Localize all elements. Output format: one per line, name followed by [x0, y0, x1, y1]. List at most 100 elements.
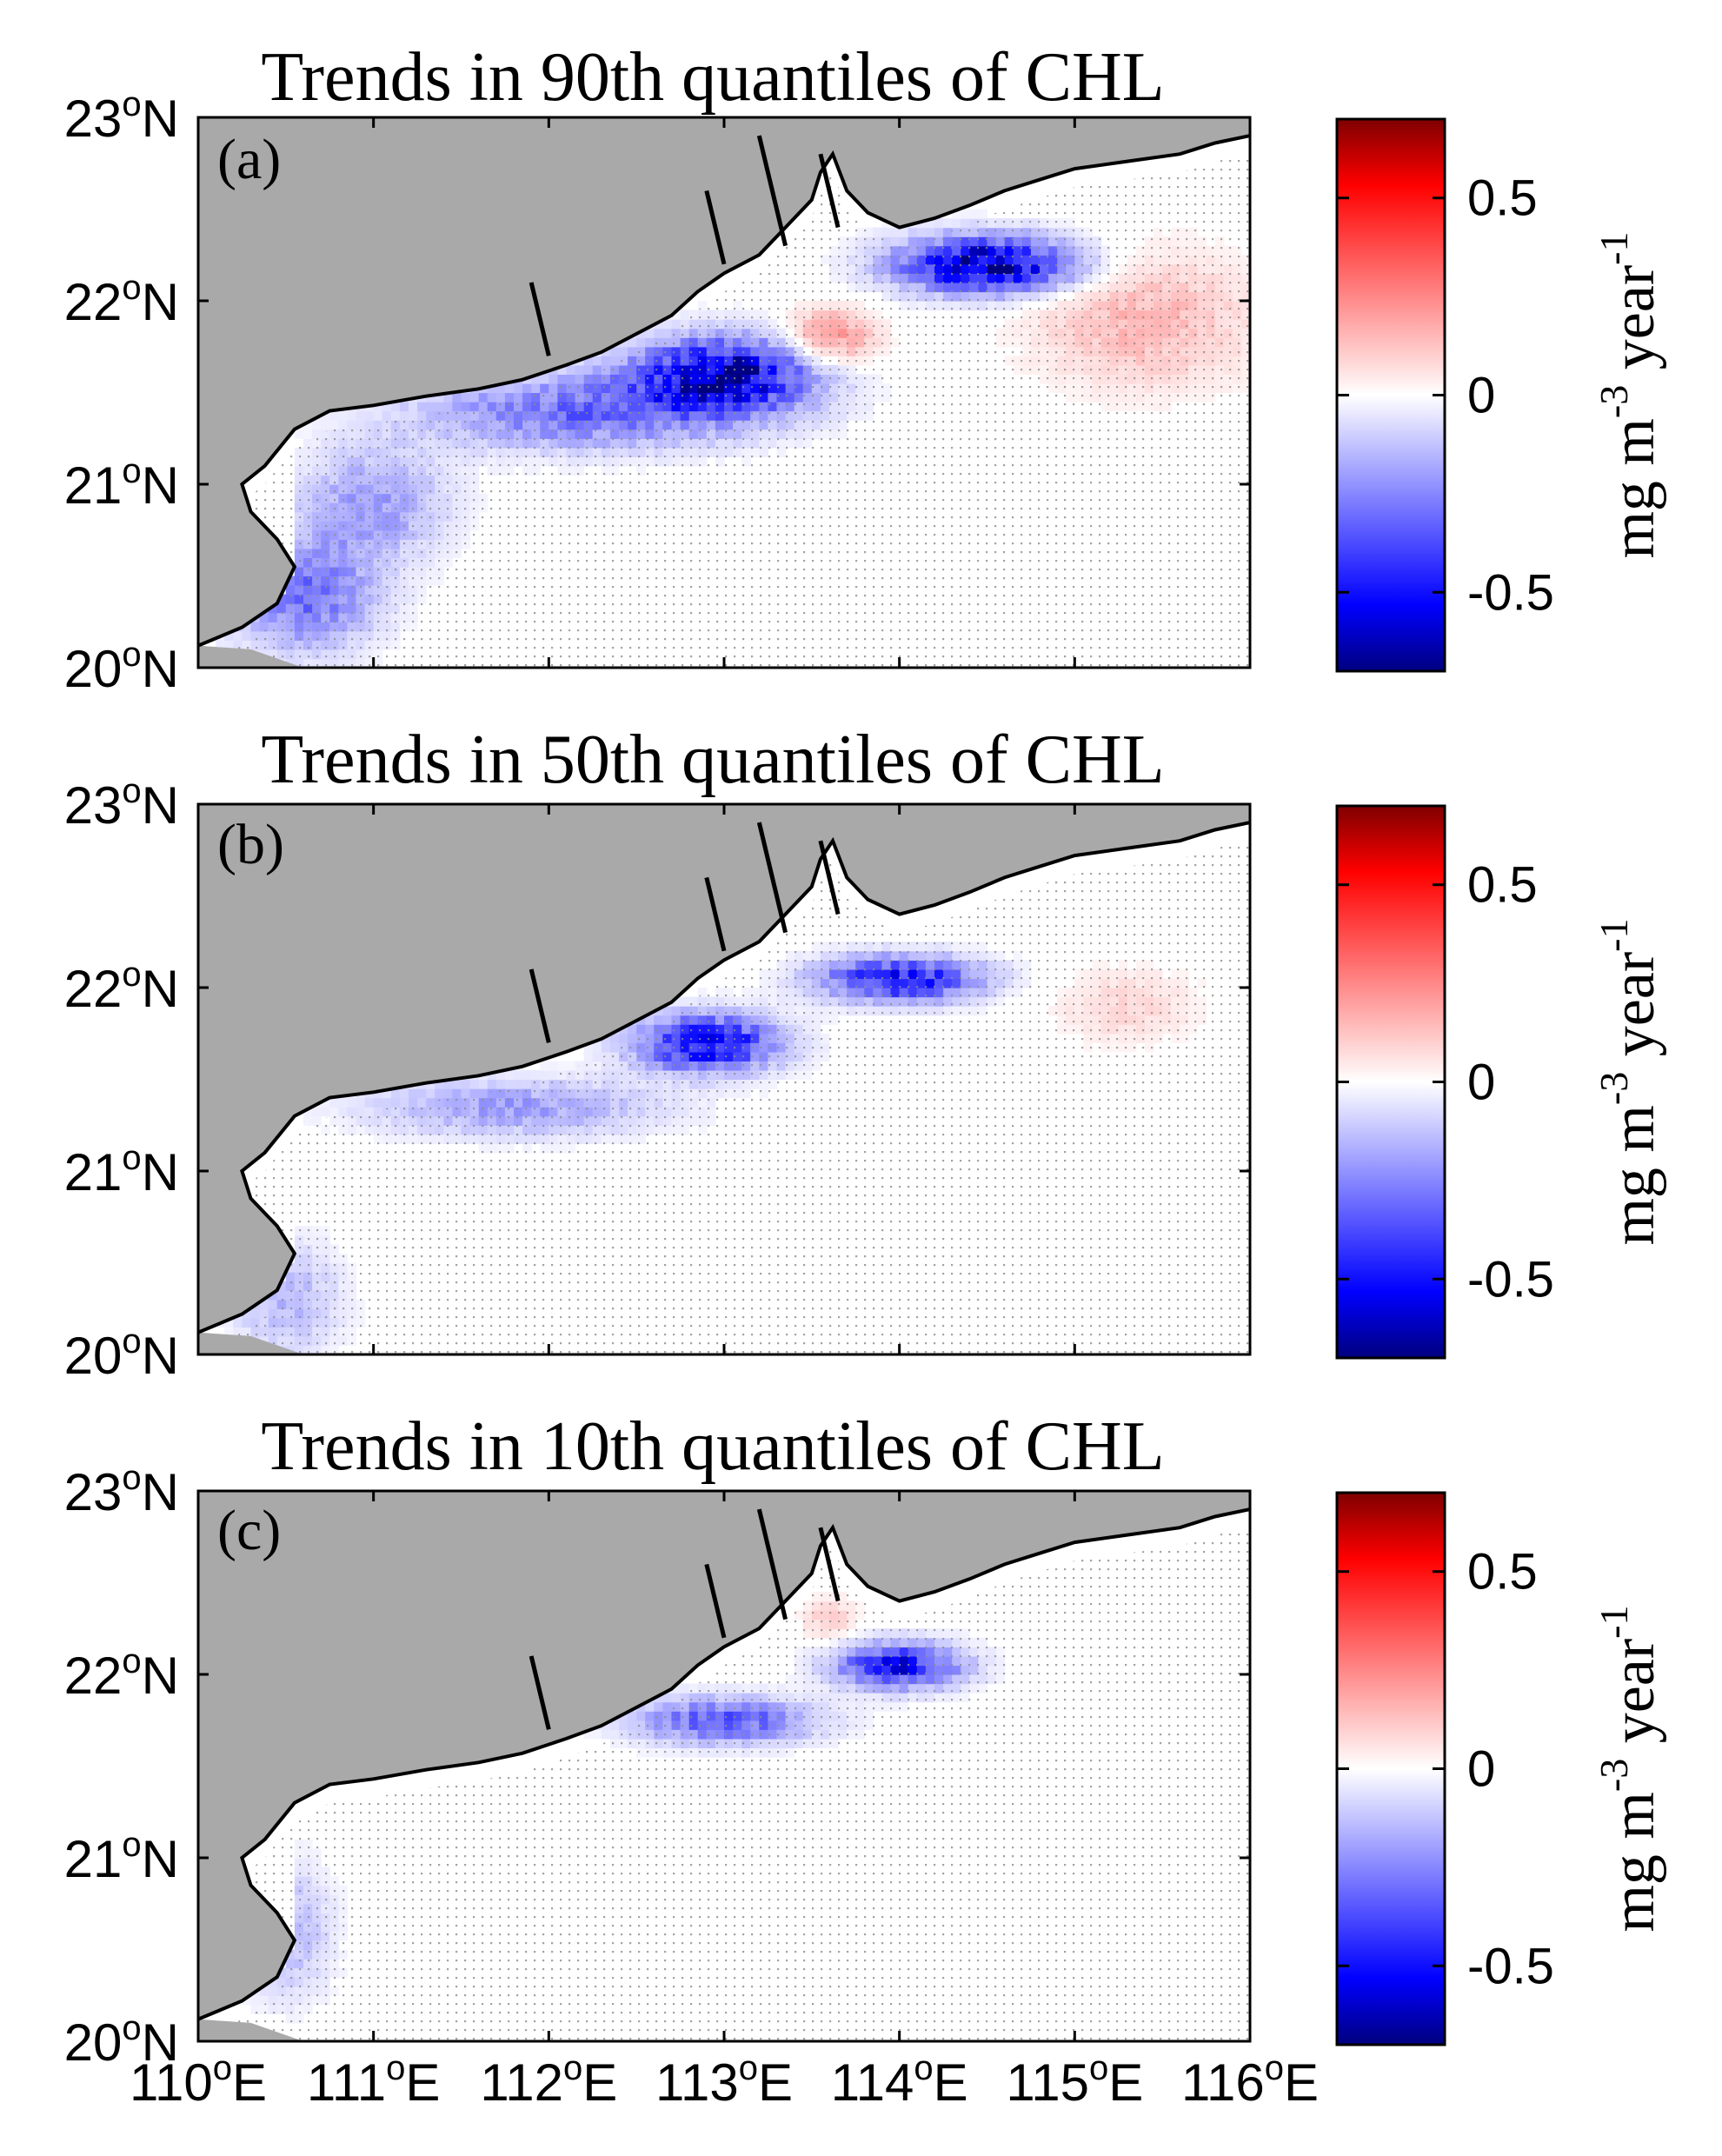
- heatmap-cell: [469, 1079, 480, 1089]
- heatmap-cell: [628, 346, 637, 356]
- heatmap-cell: [662, 1015, 673, 1025]
- heatmap-cell: [242, 630, 252, 641]
- heatmap-cell: [1250, 310, 1260, 320]
- heatmap-cell: [435, 392, 444, 403]
- colorbar-gradient: [1335, 804, 1446, 1360]
- heatmap-cell: [250, 1308, 261, 1319]
- land-mass-south: [198, 645, 303, 668]
- heatmap-cell: [934, 218, 944, 229]
- heatmap-cell: [259, 612, 269, 622]
- estuary-line: [704, 190, 727, 265]
- y-tick-label: 23oN: [64, 85, 179, 148]
- heatmap-cell: [285, 585, 296, 596]
- heatmap-cell: [338, 1107, 348, 1117]
- heatmap-cell: [557, 364, 568, 375]
- heatmap-cell: [268, 1299, 278, 1309]
- heatmap-cell: [329, 1107, 339, 1117]
- heatmap-cell: [285, 576, 296, 586]
- heatmap-cell: [925, 218, 935, 229]
- heatmap-cell: [961, 218, 970, 229]
- heatmap-cell: [329, 410, 339, 421]
- panel-a-label: (a): [217, 128, 281, 191]
- heatmap-cell: [224, 1317, 234, 1328]
- heatmap-cell: [321, 420, 330, 430]
- heatmap-cell: [390, 1088, 401, 1099]
- heatmap-cell: [285, 1959, 296, 1969]
- coastline: [198, 1507, 1250, 2021]
- heatmap-cell: [426, 402, 435, 412]
- heatmap-cell: [531, 383, 541, 394]
- heatmap-cell: [321, 410, 330, 421]
- heatmap-cell: [978, 209, 988, 219]
- panel-a-title: Trends in 90th quantiles of CHL: [261, 39, 1164, 116]
- heatmap-cell: [609, 346, 620, 356]
- heatmap-cell: [1250, 264, 1260, 274]
- heatmap-cell: [540, 383, 549, 394]
- heatmap-cell: [417, 1088, 427, 1099]
- heatmap-cell: [1250, 319, 1260, 329]
- heatmap-cell: [409, 1097, 418, 1108]
- heatmap-cell: [364, 410, 375, 421]
- heatmap-cell: [961, 209, 970, 219]
- panel-b-plot: [196, 802, 1252, 1356]
- heatmap-cell: [390, 402, 401, 412]
- land-mass-south: [198, 2019, 303, 2041]
- heatmap-cell: [1250, 337, 1260, 347]
- heatmap-cell: [242, 1995, 252, 2006]
- heatmap-cell: [242, 622, 252, 632]
- heatmap-cell: [242, 1317, 252, 1328]
- estuary-line: [704, 1563, 727, 1639]
- heatmap-cell: [671, 996, 681, 1007]
- heatmap-cell: [373, 402, 383, 412]
- heatmap-cell: [636, 1024, 646, 1035]
- heatmap-cell: [452, 1079, 462, 1089]
- heatmap-cell: [549, 1061, 558, 1071]
- heatmap-cell: [382, 1088, 392, 1099]
- heatmap-cell: [671, 1683, 681, 1694]
- y-tick-label: 22oN: [64, 269, 179, 331]
- heatmap-cell: [908, 236, 918, 247]
- panel-a: Trends in 90th quantiles of CHL (a): [196, 39, 1260, 669]
- heatmap-cell: [242, 1308, 252, 1319]
- heatmap-cell: [628, 337, 637, 348]
- heatmap-cell: [409, 410, 418, 421]
- heatmap-cell: [1250, 301, 1260, 310]
- colorbar: 0.5 0 -0.5 mg m-3 year-1: [1335, 804, 1667, 1360]
- heatmap-cell: [680, 1683, 690, 1694]
- coastline: [198, 821, 1250, 1334]
- coastline: [198, 134, 1250, 648]
- heatmap-cell: [312, 429, 322, 439]
- heatmap-cell: [1250, 273, 1260, 283]
- heatmap-cell: [671, 1006, 681, 1016]
- heatmap-cell: [487, 383, 497, 394]
- heatmap-cell: [268, 1986, 278, 1996]
- significance-stippling: [198, 1527, 1250, 2041]
- y-tick-label: 21oN: [64, 1139, 179, 1201]
- x-tick-label: 113oE: [655, 2049, 793, 2112]
- colorbars: 0.5 0 -0.5 mg m-3 year-1 0.5 0 -0.5 mg m-3 year…: [1335, 117, 1667, 2046]
- heatmap-cell: [662, 1693, 673, 1703]
- heatmap-cell: [873, 227, 883, 237]
- estuary-line: [756, 135, 788, 247]
- heatmap-cell: [592, 1729, 602, 1740]
- y-tick-label: 20oN: [64, 1322, 179, 1385]
- heatmap-cell: [697, 301, 708, 311]
- heatmap-cell: [881, 227, 892, 237]
- heatmap-cell: [890, 236, 901, 247]
- heatmap-cell: [645, 337, 655, 348]
- y-tick-label: 23oN: [64, 772, 179, 835]
- heatmap-cell: [259, 1308, 269, 1319]
- y-tick-label: 21oN: [64, 1826, 179, 1888]
- heatmap-cell: [250, 1995, 261, 2006]
- heatmap-cell: [399, 1097, 409, 1108]
- colorbar-tick-label: 0.5: [1467, 857, 1538, 914]
- heatmap-cell: [609, 1042, 620, 1053]
- y-tick-label: 23oN: [64, 1459, 179, 1521]
- colorbar-tick-label: 0: [1467, 1741, 1495, 1798]
- heatmap-cell: [224, 1327, 234, 1337]
- estuary-line: [756, 822, 788, 934]
- heatmap-cell: [347, 1107, 357, 1117]
- heatmap-cell: [356, 410, 366, 421]
- heatmap-cell: [952, 209, 961, 219]
- heatmap-cell: [601, 1729, 611, 1740]
